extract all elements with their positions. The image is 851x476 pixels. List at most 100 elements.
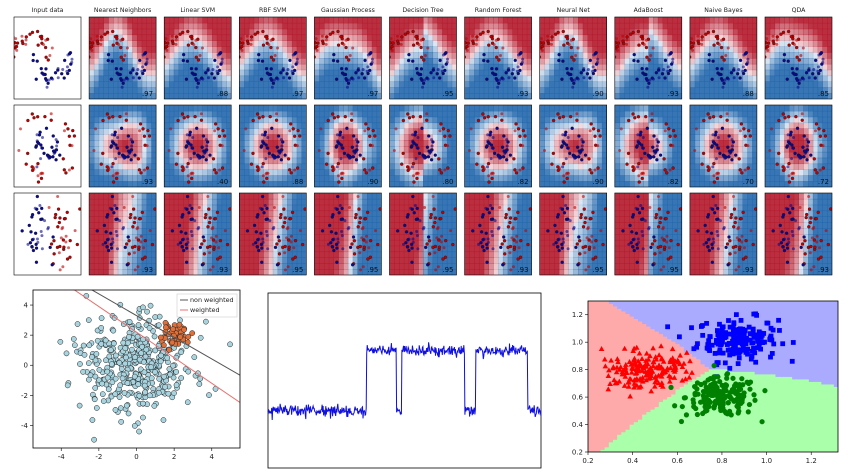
decision-region-tile: [474, 181, 480, 187]
decision-region-tile: [282, 105, 288, 112]
decision-region-tile: [301, 134, 307, 141]
decision-region-tile: [507, 210, 513, 217]
decision-region-tile: [319, 239, 325, 247]
sample-point: [106, 213, 110, 217]
sample-point: [481, 112, 485, 116]
decision-region-tile: [122, 222, 128, 229]
sample-point: [421, 85, 425, 89]
decision-region-tile: [333, 28, 339, 36]
sample-point: [314, 40, 317, 45]
decision-region-tile: [464, 140, 470, 147]
sample-point: [127, 239, 131, 243]
decision-region-tile: [483, 81, 490, 88]
sample-point: [414, 217, 419, 222]
decision-region-tile: [202, 105, 208, 112]
sample-point: [214, 171, 218, 175]
sample-point: [111, 237, 115, 241]
decision-region-tile: [291, 169, 298, 176]
sample-point: [193, 114, 197, 119]
sample-point: [283, 216, 287, 220]
sample-point: [131, 207, 136, 211]
decision-region-tile: [464, 28, 470, 36]
decision-region-tile: [488, 234, 494, 241]
decision-region-tile: [301, 87, 307, 94]
decision-region-tile: [239, 216, 245, 223]
decision-region-tile: [173, 222, 180, 229]
decision-region-tile: [127, 63, 133, 71]
decision-region-tile: [226, 28, 232, 36]
decision-region-tile: [328, 234, 335, 241]
decision-region-tile: [268, 87, 274, 94]
decision-region-tile: [244, 52, 250, 59]
decision-region-tile: [188, 181, 194, 187]
decision-region-tile: [202, 228, 208, 235]
decision-region-tile: [469, 210, 475, 217]
decision-region-tile: [357, 52, 363, 59]
decision-region-tile: [164, 134, 170, 141]
decision-region-tile: [522, 128, 528, 135]
decision-region-tile: [239, 251, 245, 258]
decision-region-tile: [291, 81, 298, 88]
sample-point: [435, 227, 439, 231]
decision-region-tile: [98, 210, 104, 217]
sample-point: [148, 229, 152, 233]
decision-region-tile: [478, 210, 485, 217]
decision-region-tile: [338, 157, 344, 165]
sample-point: [465, 48, 469, 52]
decision-region-tile: [347, 69, 354, 77]
sample-point: [131, 225, 135, 229]
decision-region-tile: [132, 157, 138, 165]
decision-region-tile: [352, 105, 358, 112]
decision-region-tile: [413, 222, 419, 229]
decision-region-tile: [517, 69, 523, 77]
sample-point: [307, 54, 310, 57]
decision-region-tile: [376, 134, 382, 141]
sample-point: [357, 207, 361, 211]
decision-region-tile: [418, 193, 424, 200]
decision-region-tile: [319, 93, 325, 99]
sample-point: [359, 268, 363, 272]
decision-region-tile: [394, 245, 400, 253]
decision-region-tile: [272, 58, 279, 65]
sample-point: [340, 66, 344, 71]
decision-region-tile: [343, 181, 349, 187]
decision-region-tile: [394, 134, 400, 141]
decision-region-tile: [517, 40, 523, 47]
sample-point: [70, 166, 74, 170]
decision-region-tile: [502, 216, 509, 223]
decision-region-tile: [338, 151, 344, 159]
decision-region-tile: [493, 269, 499, 275]
decision-region-tile: [323, 228, 330, 235]
decision-region-tile: [239, 228, 245, 235]
sample-point: [309, 58, 312, 61]
decision-region-tile: [253, 22, 259, 30]
sample-point: [127, 149, 131, 153]
sample-point: [417, 151, 422, 155]
decision-region-tile: [507, 46, 513, 53]
decision-region-tile: [98, 204, 104, 212]
decision-region-tile: [253, 81, 259, 88]
decision-region-tile: [183, 116, 189, 124]
decision-region-tile: [357, 198, 363, 206]
decision-region-tile: [464, 157, 470, 165]
decision-region-tile: [291, 75, 298, 82]
decision-region-tile: [437, 134, 443, 141]
decision-region-tile: [478, 22, 485, 30]
decision-region-tile: [216, 110, 223, 118]
decision-region-tile: [248, 204, 255, 212]
decision-region-tile: [483, 34, 490, 41]
decision-region-tile: [343, 28, 349, 36]
decision-region-tile: [328, 63, 335, 71]
sample-point: [72, 134, 77, 138]
decision-region-tile: [474, 245, 480, 253]
decision-region-tile: [446, 263, 453, 270]
sample-point: [129, 158, 133, 162]
sample-point: [61, 67, 65, 71]
decision-region-tile: [164, 216, 170, 223]
decision-region-tile: [136, 222, 143, 229]
decision-region-tile: [287, 116, 293, 124]
decision-region-tile: [103, 87, 109, 94]
decision-region-tile: [376, 251, 382, 258]
decision-region-tile: [151, 251, 157, 258]
decision-region-tile: [263, 245, 269, 253]
